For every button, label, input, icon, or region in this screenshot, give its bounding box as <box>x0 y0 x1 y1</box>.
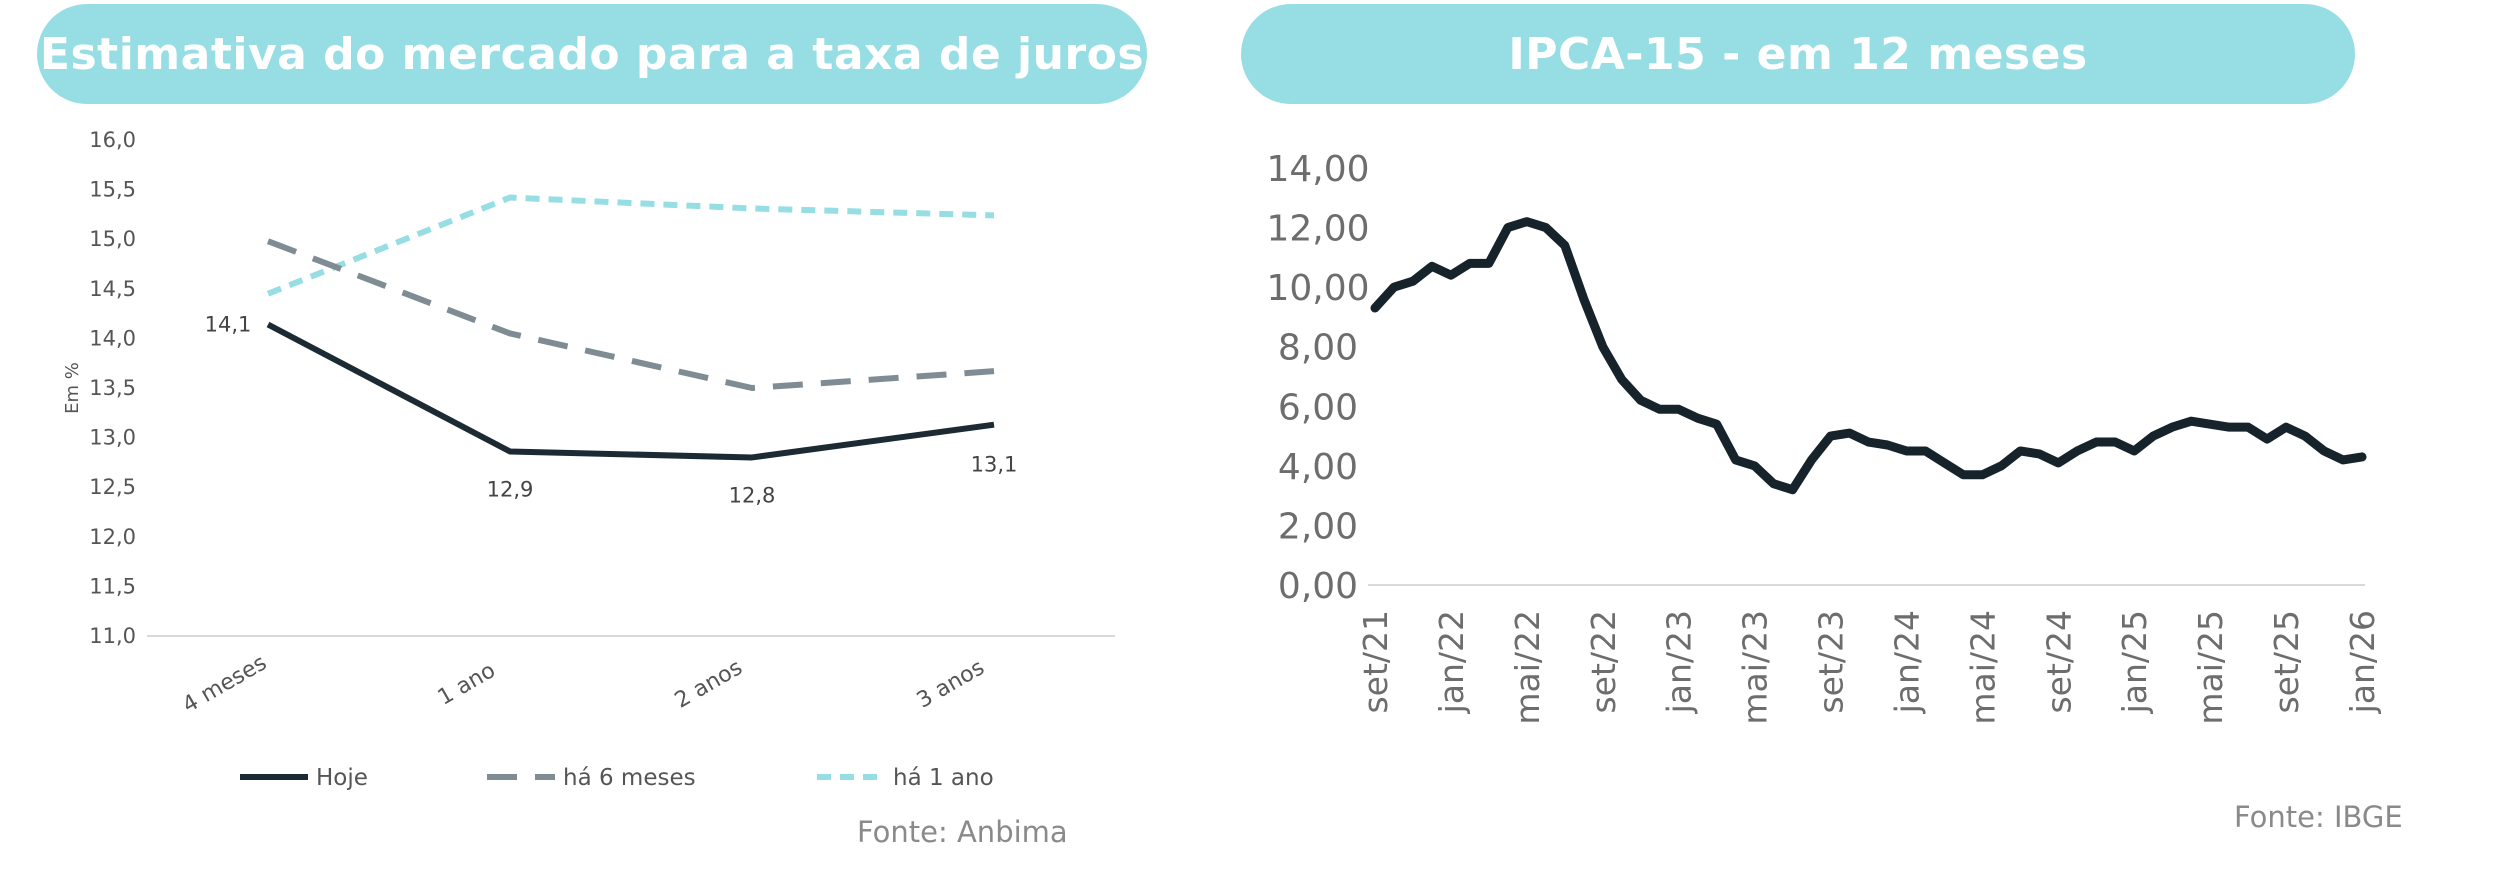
x-tick-label: mai/22 <box>1508 610 1547 725</box>
x-tick-label: jan/23 <box>1660 610 1699 714</box>
x-tick-label: set/25 <box>2267 610 2306 714</box>
data-label: 14,1 <box>205 313 252 337</box>
ipca-chart: 14,0012,0010,008,006,004,002,000,00set/2… <box>1266 149 2382 725</box>
x-tick-label: jan/26 <box>2343 610 2382 714</box>
x-tick-label: jan/22 <box>1432 610 1471 714</box>
x-tick-label: jan/24 <box>1887 610 1926 714</box>
y-tick-label: 11,0 <box>89 624 136 648</box>
y-tick-label: 16,0 <box>89 128 136 152</box>
x-tick-label: 3 anos <box>913 655 989 713</box>
chart-panel-juros: Estimativa do mercado para a taxa de jur… <box>0 0 1190 870</box>
interest-rate-chart: 16,0 15,5 15,0 14,5 14,0 13,5 13,0 12,5 12,0 11,5… <box>62 128 1115 791</box>
source-note: Fonte: IBGE <box>2234 800 2403 834</box>
series-line <box>266 194 995 297</box>
data-label: 12,8 <box>729 483 776 507</box>
chart-title: IPCA-15 - em 12 meses <box>1241 4 2355 104</box>
chart-title: Estimativa do mercado para a taxa de jur… <box>37 4 1147 104</box>
x-tick-label: 4 meses <box>178 650 271 718</box>
x-tick-label: set/22 <box>1584 610 1623 714</box>
y-tick-label: 2,00 <box>1278 506 1358 547</box>
source-note: Fonte: Anbima <box>857 815 1068 849</box>
y-tick-label: 11,5 <box>89 574 136 598</box>
y-tick-label: 14,5 <box>89 277 136 301</box>
x-tick-label: mai/24 <box>1963 610 2002 725</box>
x-tick-label: set/21 <box>1356 610 1395 714</box>
data-label: 13,1 <box>971 453 1018 477</box>
data-label: 12,9 <box>487 477 534 501</box>
x-tick-label: 2 anos <box>671 655 747 713</box>
legend-label: há 1 ano <box>893 765 994 791</box>
y-axis-label: Em % <box>62 362 83 414</box>
y-tick-label: 8,00 <box>1278 328 1358 369</box>
x-tick-label: set/23 <box>1812 610 1851 714</box>
series-line <box>266 321 995 461</box>
y-tick-label: 10,00 <box>1266 268 1369 309</box>
series-line <box>1370 217 2367 495</box>
chart-panel-ipca: IPCA-15 - em 12 meses 14,00 12,00 10,00 8,0… <box>1230 0 2505 870</box>
y-tick-label: 15,5 <box>89 178 136 202</box>
series-line <box>266 238 995 391</box>
x-tick-label: mai/23 <box>1736 610 1775 725</box>
y-tick-label: 6,00 <box>1278 387 1358 428</box>
y-tick-label: 13,0 <box>89 426 136 450</box>
legend-label: há 6 meses <box>563 765 696 791</box>
legend-label: Hoje <box>316 765 368 791</box>
y-tick-label: 15,0 <box>89 227 136 251</box>
y-tick-label: 12,00 <box>1266 209 1369 250</box>
y-tick-label: 14,0 <box>89 326 136 350</box>
x-tick-label: jan/25 <box>2115 610 2154 714</box>
y-tick-label: 0,00 <box>1278 566 1358 607</box>
x-tick-label: set/24 <box>2039 610 2078 714</box>
y-tick-label: 12,0 <box>89 525 136 549</box>
x-tick-label: 1 ano <box>434 658 500 711</box>
x-tick-label: mai/25 <box>2191 610 2230 725</box>
y-tick-label: 4,00 <box>1278 447 1358 488</box>
y-tick-label: 12,5 <box>89 475 136 499</box>
y-tick-label: 14,00 <box>1266 149 1369 190</box>
y-tick-label: 13,5 <box>89 376 136 400</box>
